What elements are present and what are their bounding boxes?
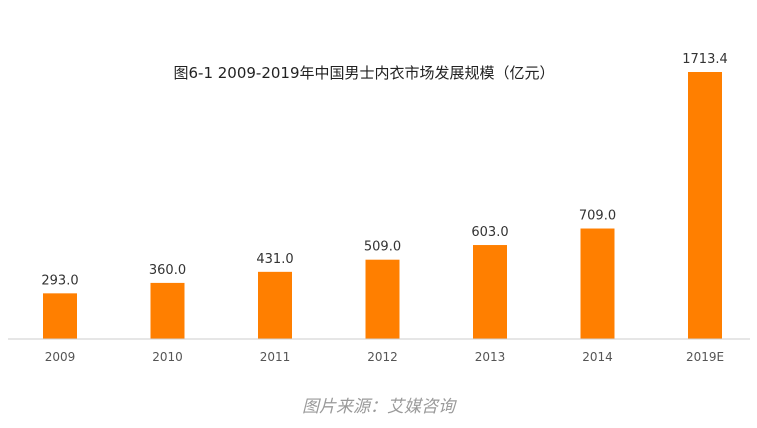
chart-title: 图6-1 2009-2019年中国男士内衣市场发展规模（亿元）	[173, 64, 554, 82]
x-tick-label: 2013	[475, 350, 506, 364]
x-tick-label: 2012	[367, 350, 398, 364]
bar-value-label: 293.0	[41, 273, 78, 288]
bar-value-label: 1713.4	[682, 52, 728, 67]
x-tick-label: 2014	[582, 350, 613, 364]
bar-2010	[150, 282, 185, 339]
bar-2009	[43, 293, 77, 339]
bar-2014	[580, 228, 615, 339]
bar-2019E	[688, 72, 722, 339]
bars-group: 293.0 360.0 431.0 509.0 603.0 709.0 1713.4	[41, 52, 728, 339]
source-note: 图片来源：艾媒咨询	[302, 397, 455, 417]
x-tick-label: 2019E	[686, 350, 724, 364]
bar-value-label: 603.0	[471, 225, 508, 240]
bar-value-label: 360.0	[149, 263, 186, 278]
x-tick-labels: 2009 2010 2011 2012 2013 2014 2019E	[45, 350, 724, 364]
bar-2012	[365, 259, 400, 339]
bar-value-label: 509.0	[364, 240, 401, 255]
bar-2011	[258, 271, 292, 339]
bar-value-label: 431.0	[256, 252, 293, 267]
x-tick-label: 2011	[260, 350, 291, 364]
bar-2013	[473, 245, 507, 339]
bar-value-label: 709.0	[579, 209, 616, 224]
x-tick-label: 2009	[45, 350, 76, 364]
x-tick-label: 2010	[152, 350, 183, 364]
